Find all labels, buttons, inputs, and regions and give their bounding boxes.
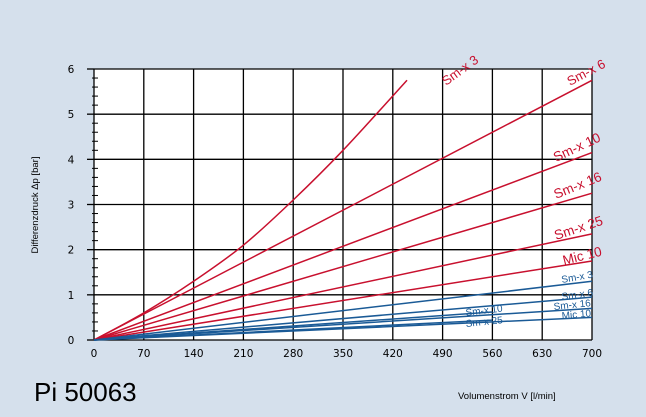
series-line [93,296,593,341]
series-line [93,280,593,341]
x-tick-label: 0 [91,348,98,360]
y-axis-label: Differenzdruck Δp [bar] [30,157,41,254]
y-tick-label: 5 [68,109,75,121]
series-label: Sm-x 3 [561,270,595,286]
series-line [93,151,593,341]
series-line [93,192,593,341]
y-tick-label: 6 [68,64,75,76]
series-line [93,260,593,341]
series-line [93,316,593,341]
x-tick-label: 140 [184,348,204,360]
product-code: Pi 50063 [34,377,137,407]
y-tick-label: 1 [68,290,75,302]
series-line [93,79,408,341]
x-tick-label: 350 [333,348,353,360]
series-line [93,79,593,341]
x-axis-label: Volumenstrom V [l/min] [458,391,556,402]
x-tick-label: 280 [283,348,303,360]
x-tick-label: 490 [433,348,453,360]
series-lines [93,79,593,341]
y-tick-label: 4 [68,154,75,166]
x-tick-label: 70 [137,348,150,360]
grid-lines [93,68,593,341]
series-label: Mic 10 [561,308,592,322]
series-label: Sm-x 16 [553,298,592,313]
tick-labels: 0 70 140 210 280 350 420 490 560 630 700 0 1 2 3 4 5 6 [68,64,602,360]
x-tick-label: 420 [383,348,403,360]
y-tick-label: 2 [68,245,75,257]
x-tick-label: 560 [482,348,502,360]
y-tick-label: 3 [68,200,75,212]
series-label: Sm-x 6 [561,288,594,303]
x-tick-label: 630 [532,348,552,360]
series-label: Sm-x 25 [465,315,504,330]
minor-ticks [87,68,98,341]
x-tick-label: 210 [233,348,253,360]
series-label: Sm-x 10 [465,303,504,319]
series-line [93,307,593,341]
x-tick-label: 700 [582,348,602,360]
y-tick-label: 0 [68,335,75,347]
series-line [93,233,593,341]
